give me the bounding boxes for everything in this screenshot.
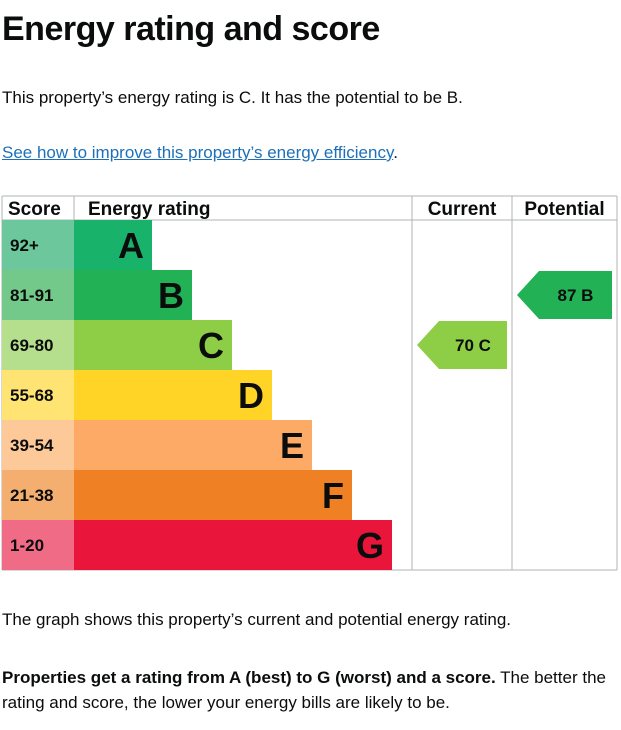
rating-bar-c xyxy=(74,320,232,370)
rating-letter-c: C xyxy=(198,325,224,366)
column-header-potential: Potential xyxy=(524,199,604,220)
rating-bar-d xyxy=(74,370,272,420)
rating-explanation-rest: The better the rating and score, the low… xyxy=(2,668,606,712)
rating-bar-a xyxy=(74,220,152,270)
rating-letter-b: B xyxy=(158,275,184,316)
rating-bar-b xyxy=(74,270,192,320)
potential-rating-label: 87 B xyxy=(558,286,594,305)
rating-letter-g: G xyxy=(356,525,384,566)
rating-letter-a: A xyxy=(118,225,144,266)
improve-efficiency-link[interactable]: See how to improve this property’s energ… xyxy=(2,143,394,162)
rating-bar-e xyxy=(74,420,312,470)
rating-explanation: Properties get a rating from A (best) to… xyxy=(2,665,617,715)
current-rating-label: 70 C xyxy=(455,336,491,355)
score-cell-a xyxy=(2,220,74,270)
score-range-c: 69-80 xyxy=(10,336,53,355)
current-rating-arrow xyxy=(417,321,507,369)
page-title: Energy rating and score xyxy=(2,10,380,48)
column-header-current: Current xyxy=(428,199,497,220)
score-range-a: 92+ xyxy=(10,236,39,255)
intro-text: This property’s energy rating is C. It h… xyxy=(2,88,463,107)
score-cell-g xyxy=(2,520,74,570)
rating-letter-e: E xyxy=(280,425,304,466)
rating-bar-f xyxy=(74,470,352,520)
rating-letter-f: F xyxy=(322,475,344,516)
column-header-score: Score xyxy=(8,199,61,220)
energy-rating-chart: Score Energy rating Current Potential 92+ A 8… xyxy=(1,195,618,571)
score-range-f: 21-38 xyxy=(10,486,53,505)
rating-letter-d: D xyxy=(238,375,264,416)
score-range-d: 55-68 xyxy=(10,386,53,405)
link-suffix: . xyxy=(393,143,398,162)
score-range-e: 39-54 xyxy=(10,436,54,455)
score-cell-f xyxy=(2,470,74,520)
potential-rating-arrow xyxy=(517,271,612,319)
column-header-energy-rating: Energy rating xyxy=(88,199,210,220)
chart-caption: The graph shows this property’s current … xyxy=(2,610,512,629)
improve-link-line: See how to improve this property’s energ… xyxy=(2,143,398,163)
score-range-g: 1-20 xyxy=(10,536,44,555)
score-cell-e xyxy=(2,420,74,470)
rating-bar-g xyxy=(74,520,392,570)
score-cell-d xyxy=(2,370,74,420)
score-cell-b xyxy=(2,270,74,320)
score-range-b: 81-91 xyxy=(10,286,53,305)
score-cell-c xyxy=(2,320,74,370)
rating-explanation-bold: Properties get a rating from A (best) to… xyxy=(2,668,496,687)
